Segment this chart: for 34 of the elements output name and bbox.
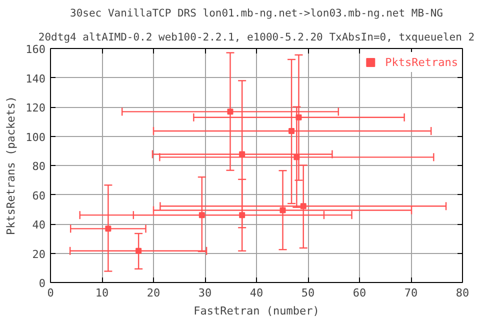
- point: [105, 226, 112, 232]
- y-tick-label: 120: [26, 102, 46, 114]
- point: [239, 151, 246, 158]
- legend-label: PktsRetrans: [385, 56, 458, 68]
- y-tick-label: 0: [38, 277, 46, 290]
- point: [300, 203, 306, 210]
- point: [227, 108, 234, 115]
- y-axis-title: PktsRetrans (packets): [4, 96, 18, 236]
- x-tick-label: 60: [352, 286, 366, 300]
- point: [280, 207, 286, 214]
- x-tick-label: 20: [146, 286, 160, 300]
- y-tick-label: 60: [32, 189, 46, 202]
- x-tick-label: 30: [198, 286, 212, 300]
- point: [296, 114, 302, 120]
- y-tick-label: 160: [26, 43, 46, 56]
- chart-subtitle: 20dtg4 altAIMD-0.2 web100-2.2.1, e1000-5.2.20 TxAbsIn=0, txqueuelen 2: [38, 32, 475, 44]
- point: [239, 212, 246, 218]
- point: [136, 248, 142, 254]
- y-tick-label: 20: [32, 248, 46, 261]
- x-tick-label: 0: [47, 286, 54, 300]
- point: [288, 128, 295, 134]
- point: [294, 154, 300, 160]
- x-tick-label: 10: [95, 286, 109, 300]
- y-tick-label: 140: [26, 72, 46, 86]
- point: [198, 212, 205, 218]
- y-tick-label: 80: [32, 160, 46, 173]
- x-tick-label: 40: [250, 286, 264, 300]
- x-tick-label: 70: [404, 286, 418, 300]
- x-tick-label: 80: [456, 286, 470, 300]
- chart-title: 30sec VanillaTCP DRS lon01.mb-ng.net->lon03.mb-ng.net MB-NG: [70, 8, 443, 20]
- y-tick-label: 40: [32, 218, 46, 232]
- x-axis-title: FastRetran (number): [194, 304, 320, 318]
- y-tick-label: 100: [26, 130, 46, 144]
- x-tick-label: 50: [301, 286, 315, 300]
